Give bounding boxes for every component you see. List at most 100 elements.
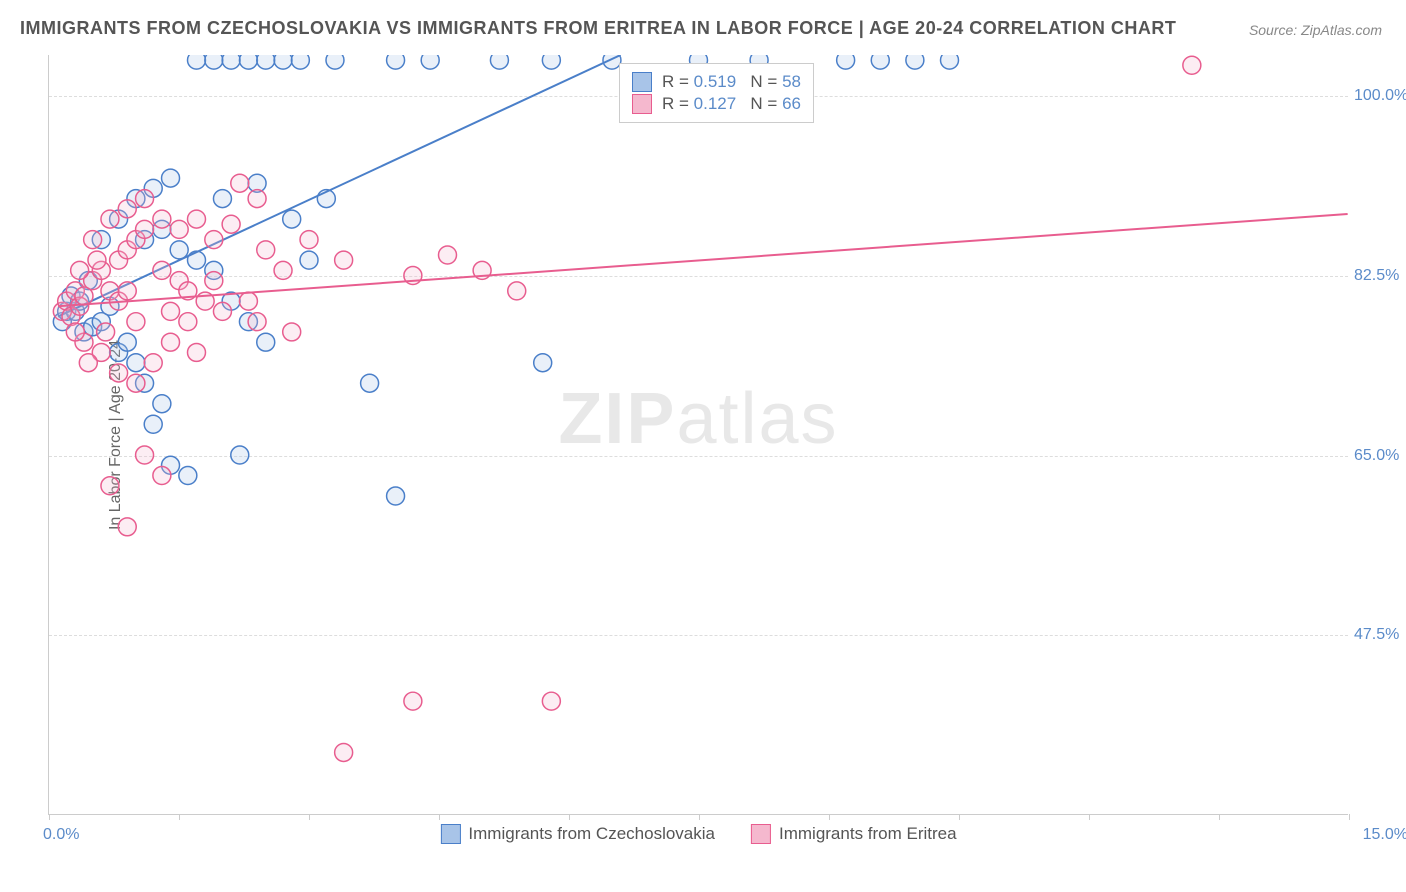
data-point xyxy=(248,313,266,331)
x-axis-max-label: 15.0% xyxy=(1363,826,1406,844)
legend-item-czechoslovakia: Immigrants from Czechoslovakia xyxy=(440,824,715,844)
data-point xyxy=(213,302,231,320)
data-point xyxy=(136,220,154,238)
data-point xyxy=(257,55,275,69)
data-point xyxy=(88,251,106,269)
data-point xyxy=(387,55,405,69)
data-point xyxy=(335,251,353,269)
y-tick-label: 65.0% xyxy=(1354,447,1406,465)
x-tick xyxy=(1089,814,1090,820)
data-point xyxy=(153,395,171,413)
y-tick-label: 47.5% xyxy=(1354,626,1406,644)
data-point xyxy=(118,333,136,351)
data-point xyxy=(188,251,206,269)
data-point xyxy=(439,246,457,264)
data-point xyxy=(179,467,197,485)
x-tick xyxy=(49,814,50,820)
trend-line xyxy=(58,214,1348,306)
legend-stats: R = 0.127 N = 66 xyxy=(662,94,801,114)
data-point xyxy=(170,220,188,238)
data-point xyxy=(906,55,924,69)
data-point xyxy=(1183,56,1201,74)
y-tick-label: 82.5% xyxy=(1354,267,1406,285)
data-point xyxy=(170,241,188,259)
data-point xyxy=(153,467,171,485)
data-point xyxy=(118,200,136,218)
data-point xyxy=(291,55,309,69)
data-point xyxy=(71,261,89,279)
data-point xyxy=(239,292,257,310)
data-point xyxy=(213,190,231,208)
data-point xyxy=(101,477,119,495)
x-tick xyxy=(959,814,960,820)
series-legend: Immigrants from Czechoslovakia Immigrant… xyxy=(440,824,956,844)
trend-line xyxy=(58,55,621,317)
data-point xyxy=(421,55,439,69)
data-point xyxy=(127,313,145,331)
legend-stats: R = 0.519 N = 58 xyxy=(662,72,801,92)
data-point xyxy=(837,55,855,69)
data-point xyxy=(97,323,115,341)
data-point xyxy=(188,210,206,228)
data-point xyxy=(79,354,97,372)
data-point xyxy=(144,415,162,433)
correlation-legend: R = 0.519 N = 58 R = 0.127 N = 66 xyxy=(619,63,814,123)
data-point xyxy=(205,272,223,290)
data-point xyxy=(162,169,180,187)
data-point xyxy=(205,231,223,249)
data-point xyxy=(283,323,301,341)
data-point xyxy=(162,302,180,320)
data-point xyxy=(257,333,275,351)
data-point xyxy=(153,210,171,228)
data-point xyxy=(66,323,84,341)
data-point xyxy=(231,174,249,192)
legend-label: Immigrants from Eritrea xyxy=(779,824,957,844)
data-point xyxy=(118,518,136,536)
source-attribution: Source: ZipAtlas.com xyxy=(1249,22,1382,38)
data-point xyxy=(542,55,560,69)
scatter-svg xyxy=(49,55,1348,814)
data-point xyxy=(118,282,136,300)
data-point xyxy=(162,333,180,351)
legend-swatch-icon xyxy=(440,824,460,844)
legend-row-eritrea: R = 0.127 N = 66 xyxy=(632,94,801,114)
data-point xyxy=(231,446,249,464)
data-point xyxy=(248,190,266,208)
x-tick xyxy=(699,814,700,820)
data-point xyxy=(179,313,197,331)
chart-title: IMMIGRANTS FROM CZECHOSLOVAKIA VS IMMIGR… xyxy=(20,18,1176,39)
x-tick xyxy=(569,814,570,820)
data-point xyxy=(101,210,119,228)
data-point xyxy=(871,55,889,69)
y-tick-label: 100.0% xyxy=(1354,87,1406,105)
data-point xyxy=(127,354,145,372)
data-point xyxy=(188,343,206,361)
data-point xyxy=(534,354,552,372)
data-point xyxy=(361,374,379,392)
legend-label: Immigrants from Czechoslovakia xyxy=(468,824,715,844)
data-point xyxy=(300,251,318,269)
legend-swatch-icon xyxy=(632,94,652,114)
data-point xyxy=(283,210,301,228)
x-tick xyxy=(309,814,310,820)
data-point xyxy=(508,282,526,300)
x-axis-min-label: 0.0% xyxy=(43,826,79,844)
data-point xyxy=(274,55,292,69)
data-point xyxy=(274,261,292,279)
legend-swatch-icon xyxy=(632,72,652,92)
data-point xyxy=(941,55,959,69)
x-tick xyxy=(1219,814,1220,820)
data-point xyxy=(257,241,275,259)
data-point xyxy=(153,261,171,279)
data-point xyxy=(222,215,240,233)
data-point xyxy=(205,55,223,69)
data-point xyxy=(127,374,145,392)
data-point xyxy=(387,487,405,505)
plot-area: In Labor Force | Age 20-24 ZIPatlas 47.5… xyxy=(48,55,1348,815)
x-tick xyxy=(179,814,180,820)
data-point xyxy=(136,190,154,208)
legend-row-czechoslovakia: R = 0.519 N = 58 xyxy=(632,72,801,92)
legend-item-eritrea: Immigrants from Eritrea xyxy=(751,824,957,844)
data-point xyxy=(490,55,508,69)
data-point xyxy=(300,231,318,249)
